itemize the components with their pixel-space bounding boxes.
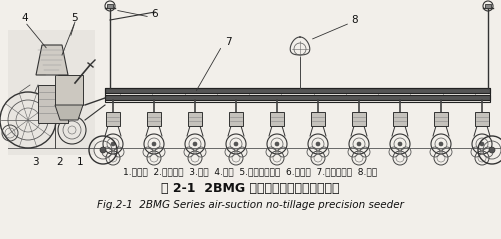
Circle shape <box>234 142 238 146</box>
Circle shape <box>316 142 320 146</box>
Bar <box>55 75 83 105</box>
Text: 7: 7 <box>224 37 231 47</box>
Bar <box>188 112 202 126</box>
Bar <box>352 112 366 126</box>
Bar <box>105 88 490 93</box>
Circle shape <box>439 142 443 146</box>
Text: Fig.2-1  2BMG Series air-suction no-tillage precision seeder: Fig.2-1 2BMG Series air-suction no-tilla… <box>97 200 403 210</box>
Bar <box>147 112 161 126</box>
Circle shape <box>480 142 484 146</box>
Bar <box>393 112 407 126</box>
Bar <box>107 4 113 8</box>
Polygon shape <box>36 45 68 75</box>
Bar <box>485 4 491 8</box>
Bar <box>105 88 490 102</box>
Circle shape <box>152 142 156 146</box>
Text: 4: 4 <box>22 13 29 23</box>
Text: 8: 8 <box>352 15 358 25</box>
Bar <box>106 112 120 126</box>
Bar <box>270 112 284 126</box>
Circle shape <box>275 142 279 146</box>
Polygon shape <box>55 105 83 120</box>
Circle shape <box>100 147 106 153</box>
Bar <box>229 112 243 126</box>
Bar <box>475 112 489 126</box>
Circle shape <box>489 147 495 153</box>
Circle shape <box>193 142 197 146</box>
Circle shape <box>357 142 361 146</box>
Text: 6: 6 <box>152 9 158 19</box>
Text: 3: 3 <box>32 157 38 167</box>
Text: 5: 5 <box>72 13 78 23</box>
Text: 图 2-1  2BMG 系列气吸式免耕精密播种机: 图 2-1 2BMG 系列气吸式免耕精密播种机 <box>161 181 339 195</box>
Bar <box>434 112 448 126</box>
Text: 2: 2 <box>57 157 63 167</box>
Bar <box>38 85 68 123</box>
Polygon shape <box>8 30 95 155</box>
Text: 1: 1 <box>77 157 83 167</box>
Bar <box>105 95 490 100</box>
Text: 1.悬挂架  2.播种单体  3.地轮  4.肥箱  5.施肥部件装配  6.画印器  7.方管支撑架  8.风机: 1.悬挂架 2.播种单体 3.地轮 4.肥箱 5.施肥部件装配 6.画印器 7.… <box>123 168 377 176</box>
Bar <box>311 112 325 126</box>
Circle shape <box>111 142 115 146</box>
Circle shape <box>398 142 402 146</box>
